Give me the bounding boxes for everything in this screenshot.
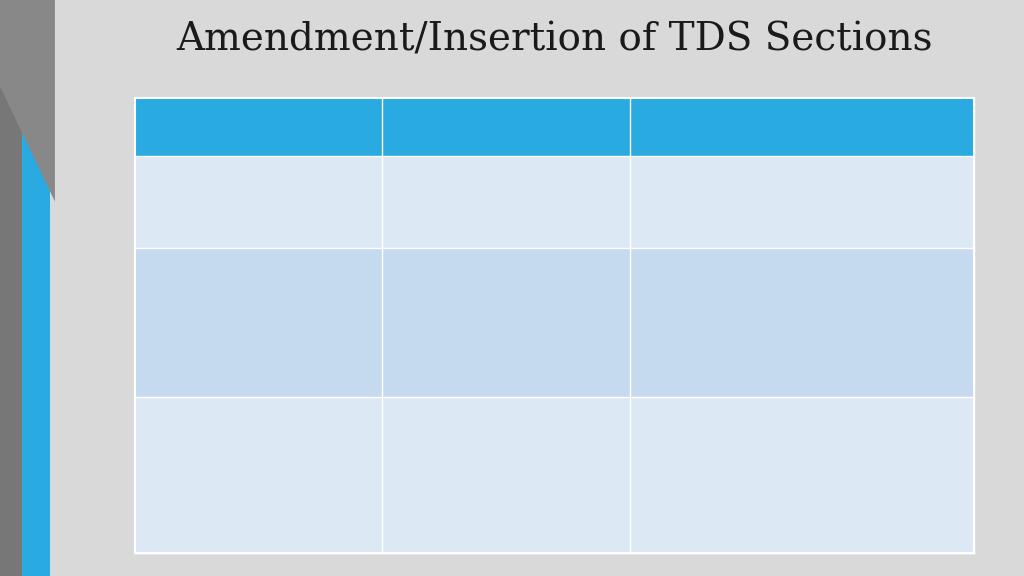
- Text: Payment of any income in respect of
a) Units of a Mutual Fund as per
Section 10(: Payment of any income in respect of a) U…: [394, 258, 639, 343]
- Text: Amendment/Insertion of TDS Sections: Amendment/Insertion of TDS Sections: [176, 22, 933, 59]
- Text: Applicable for E-Commerce
operator for sale of goods or
provision of service fac: Applicable for E-Commerce operator for s…: [394, 408, 616, 492]
- FancyBboxPatch shape: [135, 248, 974, 397]
- Polygon shape: [0, 0, 55, 202]
- FancyBboxPatch shape: [135, 156, 974, 248]
- Text: Section 194K: Section 194K: [146, 258, 234, 271]
- Text: Section 194-O: Section 194-O: [146, 408, 242, 420]
- Text: Fee for technical services: Fee for technical services: [394, 166, 564, 179]
- FancyBboxPatch shape: [135, 98, 974, 156]
- Text: Transaction/Event: Transaction/Event: [395, 120, 519, 134]
- FancyBboxPatch shape: [22, 0, 44, 576]
- Polygon shape: [28, 0, 50, 576]
- Text: Section: Section: [147, 120, 199, 134]
- Text: 2%
(with effect from 01.04.2020): 2% (with effect from 01.04.2020): [703, 183, 900, 219]
- Text: Rate of TDS: Rate of TDS: [647, 120, 729, 134]
- Text: 1%

Non-PAN at 5%: 1% Non-PAN at 5%: [752, 444, 852, 503]
- FancyBboxPatch shape: [0, 0, 28, 576]
- Text: 10%: 10%: [787, 293, 817, 305]
- FancyBboxPatch shape: [135, 397, 974, 553]
- Polygon shape: [0, 0, 28, 576]
- Text: Section 194J: Section 194J: [146, 166, 229, 179]
